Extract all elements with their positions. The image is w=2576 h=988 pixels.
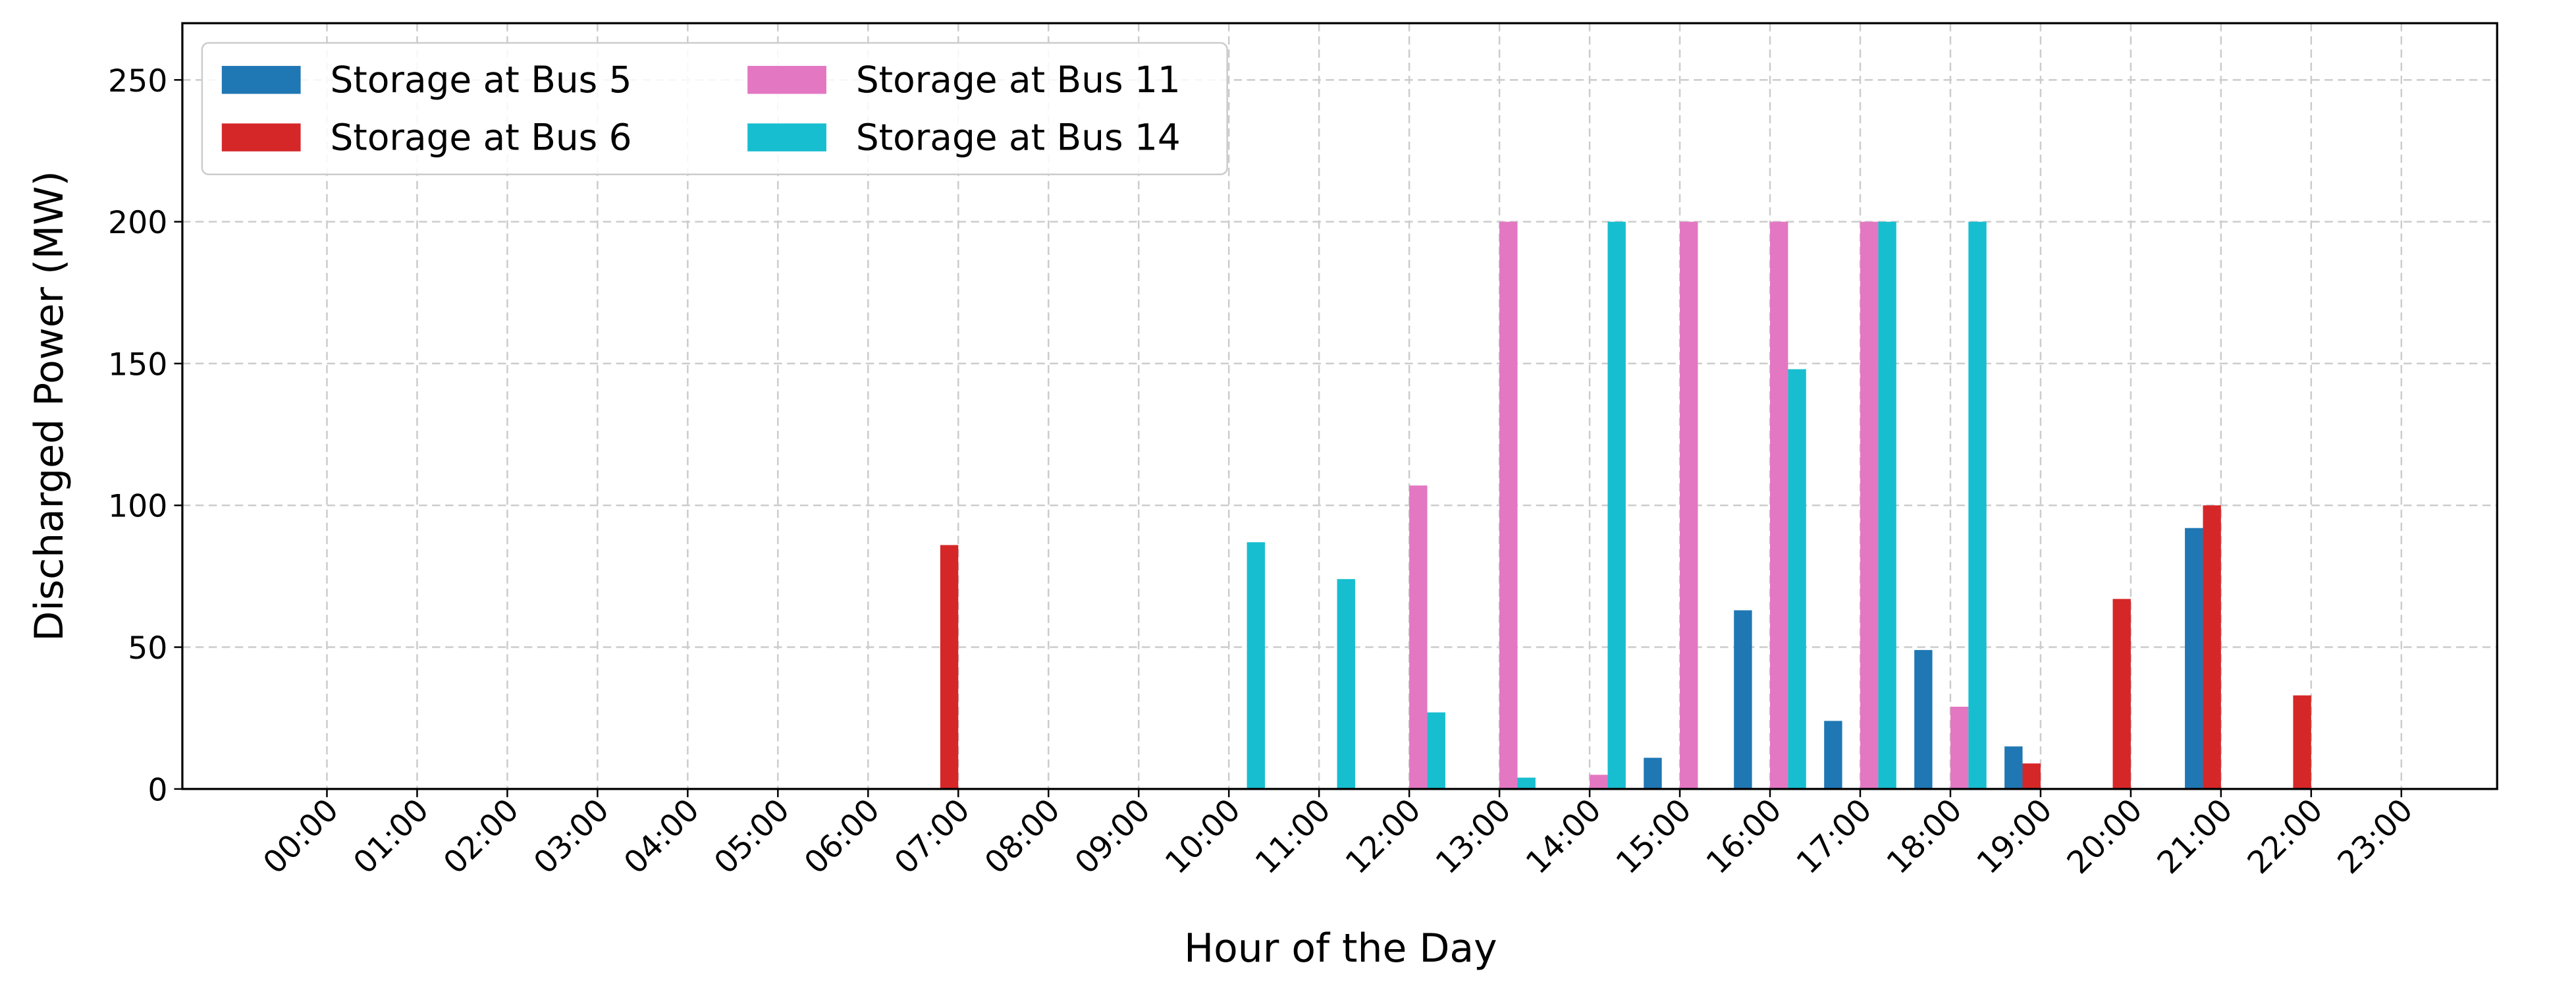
x-tick-label: 13:00 bbox=[1429, 792, 1518, 881]
bar bbox=[1680, 221, 1698, 789]
bar bbox=[1427, 712, 1445, 789]
legend-label: Storage at Bus 6 bbox=[330, 116, 631, 158]
bar bbox=[1517, 777, 1536, 789]
bar bbox=[2022, 763, 2041, 789]
bar bbox=[1499, 221, 1518, 789]
legend-label: Storage at Bus 14 bbox=[856, 116, 1181, 158]
bar bbox=[1247, 542, 1265, 789]
x-tick-label: 04:00 bbox=[617, 792, 706, 881]
x-tick-label: 16:00 bbox=[1700, 792, 1788, 881]
x-tick-label: 22:00 bbox=[2241, 792, 2330, 881]
x-tick-label: 11:00 bbox=[1248, 792, 1337, 881]
x-tick-label: 10:00 bbox=[1158, 792, 1247, 881]
legend-swatch bbox=[221, 66, 301, 94]
legend-box bbox=[201, 41, 1228, 175]
bar bbox=[2293, 695, 2311, 789]
bar bbox=[2004, 746, 2023, 789]
y-tick-label: 200 bbox=[108, 205, 167, 241]
bar bbox=[1770, 221, 1788, 789]
bar bbox=[2185, 528, 2203, 789]
plot-frame bbox=[181, 22, 2498, 790]
bar bbox=[1878, 221, 1896, 789]
legend-swatch bbox=[221, 123, 301, 151]
y-tick-label: 50 bbox=[128, 630, 167, 667]
x-tick-label: 19:00 bbox=[1970, 792, 2059, 881]
x-tick-label: 17:00 bbox=[1790, 792, 1879, 881]
y-tick-label: 150 bbox=[108, 346, 167, 383]
bar bbox=[1590, 775, 1608, 789]
x-tick-label: 05:00 bbox=[707, 792, 796, 881]
bar bbox=[1914, 649, 1933, 789]
x-tick-label: 14:00 bbox=[1519, 792, 1608, 881]
bar bbox=[2112, 599, 2131, 789]
x-tick-label: 09:00 bbox=[1068, 792, 1157, 881]
bar bbox=[1968, 221, 1987, 789]
x-tick-label: 06:00 bbox=[797, 792, 886, 881]
bar bbox=[940, 545, 959, 789]
x-tick-label: 00:00 bbox=[256, 792, 345, 881]
bar bbox=[1644, 757, 1662, 789]
bar bbox=[1409, 485, 1428, 789]
x-tick-label: 03:00 bbox=[527, 792, 616, 881]
x-tick-label: 12:00 bbox=[1339, 792, 1428, 881]
x-tick-label: 20:00 bbox=[2060, 792, 2149, 881]
x-axis-label: Hour of the Day bbox=[1184, 925, 1497, 972]
bar bbox=[1607, 221, 1626, 789]
legend-label: Storage at Bus 11 bbox=[856, 59, 1181, 101]
x-tick-label: 23:00 bbox=[2331, 792, 2420, 881]
legend-swatch bbox=[747, 66, 826, 94]
x-tick-label: 01:00 bbox=[346, 792, 435, 881]
x-tick-label: 21:00 bbox=[2151, 792, 2240, 881]
y-tick-label: 100 bbox=[108, 489, 167, 525]
y-axis-label: Discharged Power (MW) bbox=[26, 171, 72, 641]
bar bbox=[1788, 369, 1806, 789]
y-tick-label: 250 bbox=[108, 63, 167, 99]
x-tick-label: 07:00 bbox=[888, 792, 977, 881]
bar bbox=[1337, 579, 1355, 789]
bar bbox=[1860, 221, 1879, 789]
bar bbox=[1950, 706, 1969, 789]
bar bbox=[1824, 721, 1842, 789]
bar bbox=[2203, 505, 2221, 789]
x-tick-label: 18:00 bbox=[1880, 792, 1969, 881]
y-tick-label: 0 bbox=[148, 772, 167, 808]
x-tick-label: 15:00 bbox=[1609, 792, 1698, 881]
legend-swatch bbox=[747, 123, 826, 151]
x-tick-label: 02:00 bbox=[437, 792, 525, 881]
bar bbox=[1734, 610, 1752, 789]
x-tick-label: 08:00 bbox=[978, 792, 1067, 881]
legend-label: Storage at Bus 5 bbox=[330, 59, 631, 101]
